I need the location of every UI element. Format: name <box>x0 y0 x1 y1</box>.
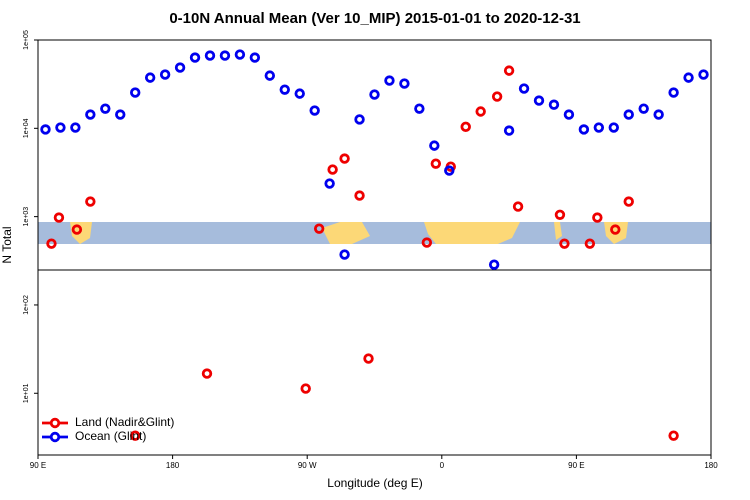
point <box>53 212 65 223</box>
point <box>533 95 545 106</box>
point <box>313 223 325 234</box>
x-axis-label: Longitude (deg E) <box>327 476 422 490</box>
point <box>488 259 500 270</box>
point <box>512 201 524 212</box>
point <box>40 124 51 135</box>
point <box>414 103 425 114</box>
point <box>563 109 575 120</box>
point <box>503 65 515 76</box>
point <box>339 153 350 164</box>
point <box>638 103 649 114</box>
point <box>174 62 186 73</box>
point <box>300 383 311 394</box>
x-tick-label: 90 W <box>298 461 317 470</box>
point <box>327 164 338 175</box>
plot-frame <box>37 39 712 456</box>
point <box>653 109 664 120</box>
point <box>85 196 96 207</box>
point <box>429 140 440 151</box>
point <box>475 106 486 117</box>
point <box>518 83 530 94</box>
x-tick-label: 180 <box>166 461 180 470</box>
point <box>559 238 570 249</box>
y-tick-label: 1e+04 <box>23 118 30 138</box>
point <box>55 122 66 133</box>
map-strip <box>38 222 711 244</box>
legend-label: Land (Nadir&Glint) <box>75 415 174 429</box>
x-tick-label: 0 <box>440 461 445 470</box>
point <box>309 105 320 116</box>
point <box>578 124 590 135</box>
legend-label: Ocean (Glint) <box>75 429 146 443</box>
point <box>354 114 365 125</box>
point <box>491 91 503 102</box>
point <box>592 212 603 223</box>
point <box>584 238 596 249</box>
point <box>608 122 619 133</box>
point <box>294 88 305 99</box>
point <box>339 249 350 260</box>
legend-marker <box>49 417 61 429</box>
point <box>144 72 156 83</box>
x-tick-label: 90 E <box>568 461 584 470</box>
point <box>363 353 374 364</box>
y-axis-label: N Total <box>0 226 14 263</box>
point <box>668 87 679 98</box>
point <box>593 122 605 133</box>
y-tick-label: 1e+03 <box>23 207 30 227</box>
point <box>324 178 335 189</box>
point <box>421 237 433 248</box>
point <box>698 69 709 80</box>
point <box>204 50 216 61</box>
point <box>46 238 57 249</box>
point <box>130 430 141 441</box>
point <box>369 89 380 100</box>
point <box>554 209 566 220</box>
point <box>384 75 395 86</box>
x-tick-label: 90 E <box>30 461 46 470</box>
point <box>219 50 231 61</box>
chart-title: 0-10N Annual Mean (Ver 10_MIP) 2015-01-0… <box>169 10 580 27</box>
point <box>100 103 111 114</box>
point <box>354 190 365 201</box>
point <box>115 109 126 120</box>
point <box>623 109 634 120</box>
point <box>85 109 96 120</box>
point <box>249 52 261 63</box>
point <box>503 125 515 136</box>
y-tick-label: 1e+01 <box>23 383 30 403</box>
x-tick-label: 180 <box>704 461 718 470</box>
point <box>70 122 81 133</box>
point <box>279 84 290 95</box>
point <box>71 224 83 235</box>
point <box>130 87 141 98</box>
point <box>234 49 246 60</box>
point <box>623 196 634 207</box>
y-tick-label: 1e+05 <box>23 30 30 50</box>
point <box>159 69 171 80</box>
point <box>610 224 621 235</box>
point <box>201 368 213 379</box>
legend-marker <box>49 431 61 443</box>
point <box>430 158 442 169</box>
y-tick-label: 1e+02 <box>23 295 30 315</box>
point <box>460 121 471 133</box>
point <box>668 430 679 441</box>
point <box>189 52 201 63</box>
point <box>264 70 276 81</box>
point <box>399 78 410 89</box>
point <box>683 72 694 83</box>
point <box>548 99 560 110</box>
point <box>444 165 455 176</box>
